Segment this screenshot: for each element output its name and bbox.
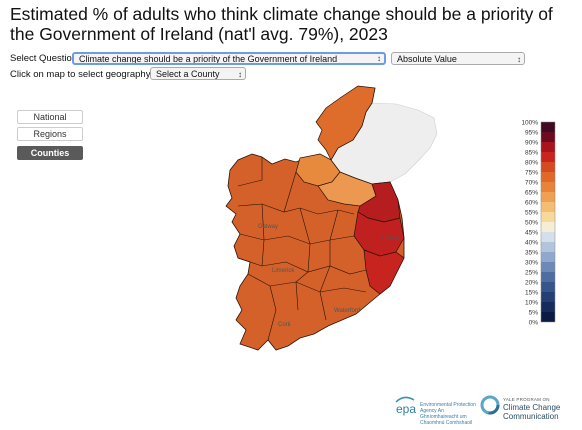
legend-label: 85% <box>525 150 538 157</box>
legend-label: 80% <box>525 160 538 167</box>
geo-label: Click on map to select geography, or: <box>10 69 167 80</box>
legend-swatch <box>541 242 555 252</box>
legend-label: 15% <box>525 290 538 297</box>
legend-label: 40% <box>525 240 538 247</box>
legend-label: 65% <box>525 190 538 197</box>
select-arrow-icon: ↕ <box>377 54 381 63</box>
legend-label: 100% <box>521 120 538 127</box>
city-labels: Galway Limerick Cork Waterford Dublin <box>258 224 399 328</box>
counties-button[interactable]: Counties <box>17 146 83 160</box>
question-row: Select Question: <box>10 53 80 64</box>
epa-mark-icon: epa <box>395 396 416 416</box>
legend-label: 20% <box>525 280 538 287</box>
legend-swatch <box>541 132 555 142</box>
city-label-dublin: Dublin <box>382 236 399 242</box>
legend-swatch <box>541 282 555 292</box>
county-dublin-kildare[interactable] <box>353 211 405 257</box>
epa-text: Environmental Protection Agency An Ghnío… <box>420 402 476 426</box>
legend-swatch <box>541 302 555 312</box>
county-donegal[interactable] <box>315 85 376 161</box>
county-select[interactable]: Select a County ↕ <box>150 67 246 80</box>
question-select[interactable]: Climate change should be a priority of t… <box>72 52 386 65</box>
legend-label: 0% <box>529 320 539 327</box>
select-arrow-icon: ↕ <box>517 55 521 64</box>
county-borders <box>237 157 367 341</box>
legend-swatch <box>541 222 555 232</box>
question-select-value: Climate change should be a priority of t… <box>79 54 338 64</box>
page-title: Estimated % of adults who think climate … <box>10 4 553 44</box>
epa-logo: epa <box>392 392 418 421</box>
legend-label: 90% <box>525 140 538 147</box>
regions-button[interactable]: Regions <box>17 127 83 141</box>
legend-swatch <box>541 262 555 272</box>
legend-label: 70% <box>525 180 538 187</box>
select-arrow-icon: ↕ <box>238 70 242 79</box>
legend-border <box>540 121 556 323</box>
city-label-galway: Galway <box>258 224 278 230</box>
legend-swatch <box>541 172 555 182</box>
legend-swatch <box>541 192 555 202</box>
legend-label: 30% <box>525 260 538 267</box>
legend-swatch <box>541 142 555 152</box>
mode-select-value: Absolute Value <box>397 54 457 64</box>
legend-label: 60% <box>525 200 538 207</box>
city-label-limerick: Limerick <box>272 268 295 274</box>
legend-swatch <box>541 272 555 282</box>
legend-swatch <box>541 122 555 132</box>
question-label: Select Question: <box>10 53 80 64</box>
legend-label: 25% <box>525 270 538 277</box>
legend-label: 10% <box>525 300 538 307</box>
legend-swatch <box>541 232 555 242</box>
mode-select[interactable]: Absolute Value ↕ <box>391 52 525 65</box>
city-label-cork: Cork <box>278 322 292 328</box>
geo-row: Click on map to select geography, or: <box>10 69 166 80</box>
legend-swatch <box>541 212 555 222</box>
city-label-waterford: Waterford <box>334 308 360 314</box>
legend-swatch <box>541 162 555 172</box>
legend-label: 50% <box>525 220 538 227</box>
legend-label: 55% <box>525 210 538 217</box>
epa-mark-text: epa <box>396 402 416 416</box>
legend-label: 5% <box>529 310 539 317</box>
yale-circle-icon <box>480 395 500 415</box>
legend-label: 45% <box>525 230 538 237</box>
legend-swatch <box>541 182 555 192</box>
county-select-value: Select a County <box>156 69 220 79</box>
national-button[interactable]: National <box>17 110 83 124</box>
yale-logo-mark <box>479 394 501 421</box>
yale-small-text: YALE PROGRAM ON <box>503 397 550 402</box>
legend-swatch <box>541 152 555 162</box>
legend-label: 95% <box>525 130 538 137</box>
color-legend: 100% 95% 90% 85% 80% 75% 70% 65% 60% 55% 50% 45% 40%… <box>521 120 556 327</box>
legend-swatch <box>541 292 555 302</box>
legend-label: 75% <box>525 170 538 177</box>
legend-swatch <box>541 202 555 212</box>
yale-big-text: Climate Change Communication <box>503 403 561 421</box>
county-wicklow-wexford[interactable] <box>363 249 405 295</box>
legend-swatch <box>541 252 555 262</box>
legend-label: 35% <box>525 250 538 257</box>
legend-swatch <box>541 312 555 322</box>
